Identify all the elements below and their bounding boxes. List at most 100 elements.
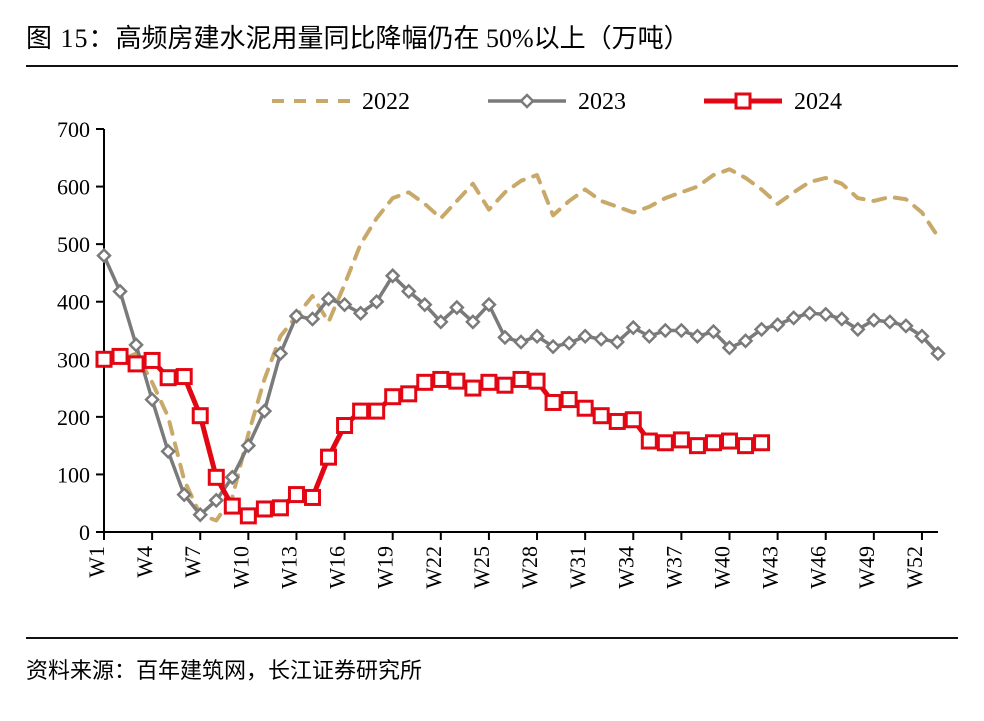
marker-square	[322, 450, 336, 464]
marker-diamond	[98, 250, 110, 262]
x-tick-label: W1	[84, 546, 109, 578]
marker-diamond	[114, 285, 126, 297]
y-tick-label: 100	[57, 462, 90, 487]
marker-square	[610, 414, 624, 428]
marker-square	[354, 404, 368, 418]
y-tick-label: 0	[79, 520, 90, 545]
marker-diamond	[884, 316, 896, 328]
y-tick-label: 200	[57, 405, 90, 430]
marker-square	[674, 433, 688, 447]
marker-square	[594, 409, 608, 423]
marker-square	[97, 352, 111, 366]
marker-square	[658, 436, 672, 450]
marker-square	[546, 395, 560, 409]
x-tick-label: W52	[902, 546, 927, 589]
marker-square	[755, 436, 769, 450]
marker-square	[402, 387, 416, 401]
marker-diamond	[691, 330, 703, 342]
y-tick-label: 300	[57, 347, 90, 372]
source-text: 百年建筑网，长江证券研究所	[136, 658, 422, 683]
source-prefix: 资料来源：	[26, 658, 136, 683]
legend-marker	[521, 95, 533, 107]
x-tick-label: W13	[276, 546, 301, 589]
marker-square	[578, 401, 592, 415]
marker-square	[113, 349, 127, 363]
marker-square	[642, 434, 656, 448]
marker-diamond	[130, 339, 142, 351]
marker-square	[338, 418, 352, 432]
x-tick-label: W4	[132, 546, 157, 578]
y-tick-label: 600	[57, 175, 90, 200]
x-tick-label: W10	[228, 546, 253, 589]
y-tick-label: 700	[57, 117, 90, 142]
marker-square	[289, 488, 303, 502]
x-tick-label: W7	[180, 546, 205, 578]
marker-square	[177, 370, 191, 384]
marker-diamond	[579, 330, 591, 342]
marker-square	[450, 374, 464, 388]
marker-square	[225, 499, 239, 513]
x-tick-label: W19	[373, 546, 398, 589]
marker-diamond	[675, 325, 687, 337]
marker-square	[161, 371, 175, 385]
marker-square	[690, 439, 704, 453]
marker-diamond	[772, 319, 784, 331]
source-row: 资料来源：百年建筑网，长江证券研究所	[26, 641, 958, 685]
marker-square	[386, 390, 400, 404]
x-tick-label: W43	[758, 546, 783, 589]
marker-square	[241, 509, 255, 523]
marker-square	[129, 357, 143, 371]
x-tick-label: W31	[565, 546, 590, 589]
x-tick-label: W25	[469, 546, 494, 589]
marker-square	[706, 436, 720, 450]
marker-diamond	[563, 337, 575, 349]
y-tick-label: 400	[57, 290, 90, 315]
marker-square	[145, 353, 159, 367]
marker-square	[209, 470, 223, 484]
marker-diamond	[499, 331, 511, 343]
marker-square	[482, 375, 496, 389]
legend-label: 2022	[362, 89, 410, 115]
marker-diamond	[258, 405, 270, 417]
marker-square	[626, 413, 640, 427]
marker-square	[466, 381, 480, 395]
marker-square	[370, 404, 384, 418]
marker-diamond	[820, 308, 832, 320]
line-chart-svg: 0 100 200 300 400 500 600 700 W1 W4 W7 W10 W13 W16 W19…	[26, 73, 956, 618]
figure-container: 图 15：高频房建水泥用量同比降幅仍在 50%以上（万吨） 0 100 200 300…	[0, 0, 984, 721]
legend-label: 2023	[578, 89, 626, 115]
x-tick-label: W34	[613, 546, 638, 589]
marker-square	[434, 372, 448, 386]
chart-area: 0 100 200 300 400 500 600 700 W1 W4 W7 W10 W13 W16 W19…	[26, 73, 958, 623]
marker-square	[514, 372, 528, 386]
figure-number: 图 15：	[26, 24, 116, 53]
marker-diamond	[515, 336, 527, 348]
marker-square	[723, 434, 737, 448]
x-tick-label: W40	[710, 546, 735, 589]
legend-label: 2024	[794, 89, 842, 115]
x-tick-label: W28	[517, 546, 542, 589]
marker-square	[418, 375, 432, 389]
marker-square	[530, 374, 544, 388]
x-tick-label: W16	[325, 546, 350, 589]
y-tick-label: 500	[57, 232, 90, 257]
marker-diamond	[242, 440, 254, 452]
x-tick-label: W22	[421, 546, 446, 589]
marker-square	[273, 501, 287, 515]
figure-title: 高频房建水泥用量同比降幅仍在 50%以上（万吨）	[116, 24, 690, 53]
marker-diamond	[788, 312, 800, 324]
x-tick-label: W46	[806, 546, 831, 589]
marker-square	[306, 490, 320, 504]
x-tick-label: W37	[661, 546, 686, 589]
marker-diamond	[146, 394, 158, 406]
legend-marker	[736, 94, 750, 108]
x-tick-label: W49	[854, 546, 879, 589]
marker-square	[257, 502, 271, 516]
marker-square	[498, 378, 512, 392]
marker-square	[562, 393, 576, 407]
marker-diamond	[659, 325, 671, 337]
marker-diamond	[595, 333, 607, 345]
marker-diamond	[804, 307, 816, 319]
marker-square	[739, 439, 753, 453]
marker-square	[193, 409, 207, 423]
